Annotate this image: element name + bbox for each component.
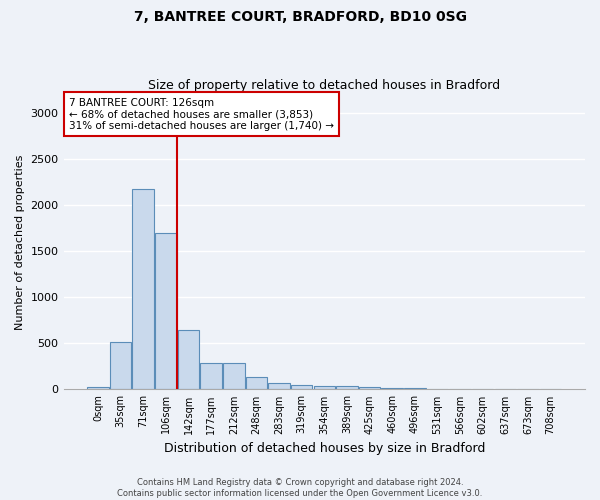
Bar bbox=[200, 363, 222, 390]
Bar bbox=[404, 388, 425, 390]
Text: Contains HM Land Registry data © Crown copyright and database right 2024.
Contai: Contains HM Land Registry data © Crown c… bbox=[118, 478, 482, 498]
X-axis label: Distribution of detached houses by size in Bradford: Distribution of detached houses by size … bbox=[164, 442, 485, 455]
Bar bbox=[291, 386, 313, 390]
Bar bbox=[336, 386, 358, 390]
Bar bbox=[87, 386, 109, 390]
Bar bbox=[359, 386, 380, 390]
Bar bbox=[245, 378, 267, 390]
Text: 7, BANTREE COURT, BRADFORD, BD10 0SG: 7, BANTREE COURT, BRADFORD, BD10 0SG bbox=[133, 10, 467, 24]
Y-axis label: Number of detached properties: Number of detached properties bbox=[15, 154, 25, 330]
Text: 7 BANTREE COURT: 126sqm
← 68% of detached houses are smaller (3,853)
31% of semi: 7 BANTREE COURT: 126sqm ← 68% of detache… bbox=[69, 98, 334, 130]
Bar bbox=[223, 363, 245, 390]
Bar bbox=[268, 382, 290, 390]
Bar bbox=[314, 386, 335, 390]
Bar bbox=[133, 188, 154, 390]
Bar bbox=[382, 388, 403, 390]
Bar bbox=[110, 342, 131, 390]
Bar bbox=[178, 330, 199, 390]
Bar bbox=[155, 233, 176, 390]
Title: Size of property relative to detached houses in Bradford: Size of property relative to detached ho… bbox=[148, 79, 500, 92]
